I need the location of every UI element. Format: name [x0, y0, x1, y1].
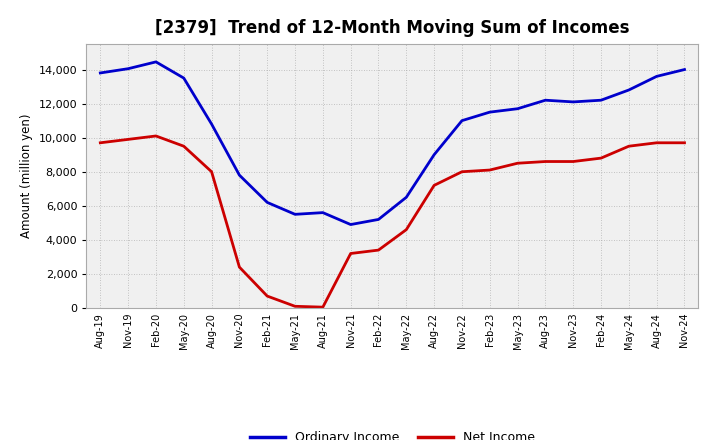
Y-axis label: Amount (million yen): Amount (million yen): [20, 114, 33, 238]
Ordinary Income: [263, 200, 271, 205]
Net Income: [179, 143, 188, 149]
Ordinary Income: [402, 194, 410, 200]
Ordinary Income: [513, 106, 522, 111]
Ordinary Income: [207, 121, 216, 127]
Line: Ordinary Income: Ordinary Income: [100, 62, 685, 224]
Ordinary Income: [680, 67, 689, 72]
Net Income: [318, 304, 327, 310]
Net Income: [652, 140, 661, 146]
Ordinary Income: [124, 66, 132, 71]
Net Income: [541, 159, 550, 164]
Net Income: [513, 161, 522, 166]
Line: Net Income: Net Income: [100, 136, 685, 307]
Net Income: [458, 169, 467, 174]
Legend: Ordinary Income, Net Income: Ordinary Income, Net Income: [243, 425, 541, 440]
Net Income: [346, 251, 355, 256]
Ordinary Income: [318, 210, 327, 215]
Net Income: [374, 247, 383, 253]
Ordinary Income: [652, 74, 661, 79]
Net Income: [680, 140, 689, 146]
Net Income: [485, 167, 494, 172]
Net Income: [430, 183, 438, 188]
Net Income: [152, 133, 161, 139]
Net Income: [263, 293, 271, 299]
Ordinary Income: [430, 152, 438, 158]
Net Income: [402, 227, 410, 232]
Ordinary Income: [291, 212, 300, 217]
Ordinary Income: [541, 98, 550, 103]
Net Income: [235, 264, 243, 270]
Ordinary Income: [374, 217, 383, 222]
Ordinary Income: [569, 99, 577, 105]
Net Income: [624, 143, 633, 149]
Net Income: [96, 140, 104, 146]
Ordinary Income: [346, 222, 355, 227]
Ordinary Income: [96, 70, 104, 76]
Net Income: [207, 169, 216, 174]
Net Income: [597, 155, 606, 161]
Ordinary Income: [485, 110, 494, 115]
Net Income: [124, 137, 132, 142]
Ordinary Income: [235, 172, 243, 178]
Ordinary Income: [179, 75, 188, 81]
Title: [2379]  Trend of 12-Month Moving Sum of Incomes: [2379] Trend of 12-Month Moving Sum of I…: [155, 19, 630, 37]
Ordinary Income: [624, 88, 633, 93]
Net Income: [569, 159, 577, 164]
Ordinary Income: [458, 118, 467, 123]
Ordinary Income: [597, 98, 606, 103]
Ordinary Income: [152, 59, 161, 65]
Net Income: [291, 304, 300, 309]
